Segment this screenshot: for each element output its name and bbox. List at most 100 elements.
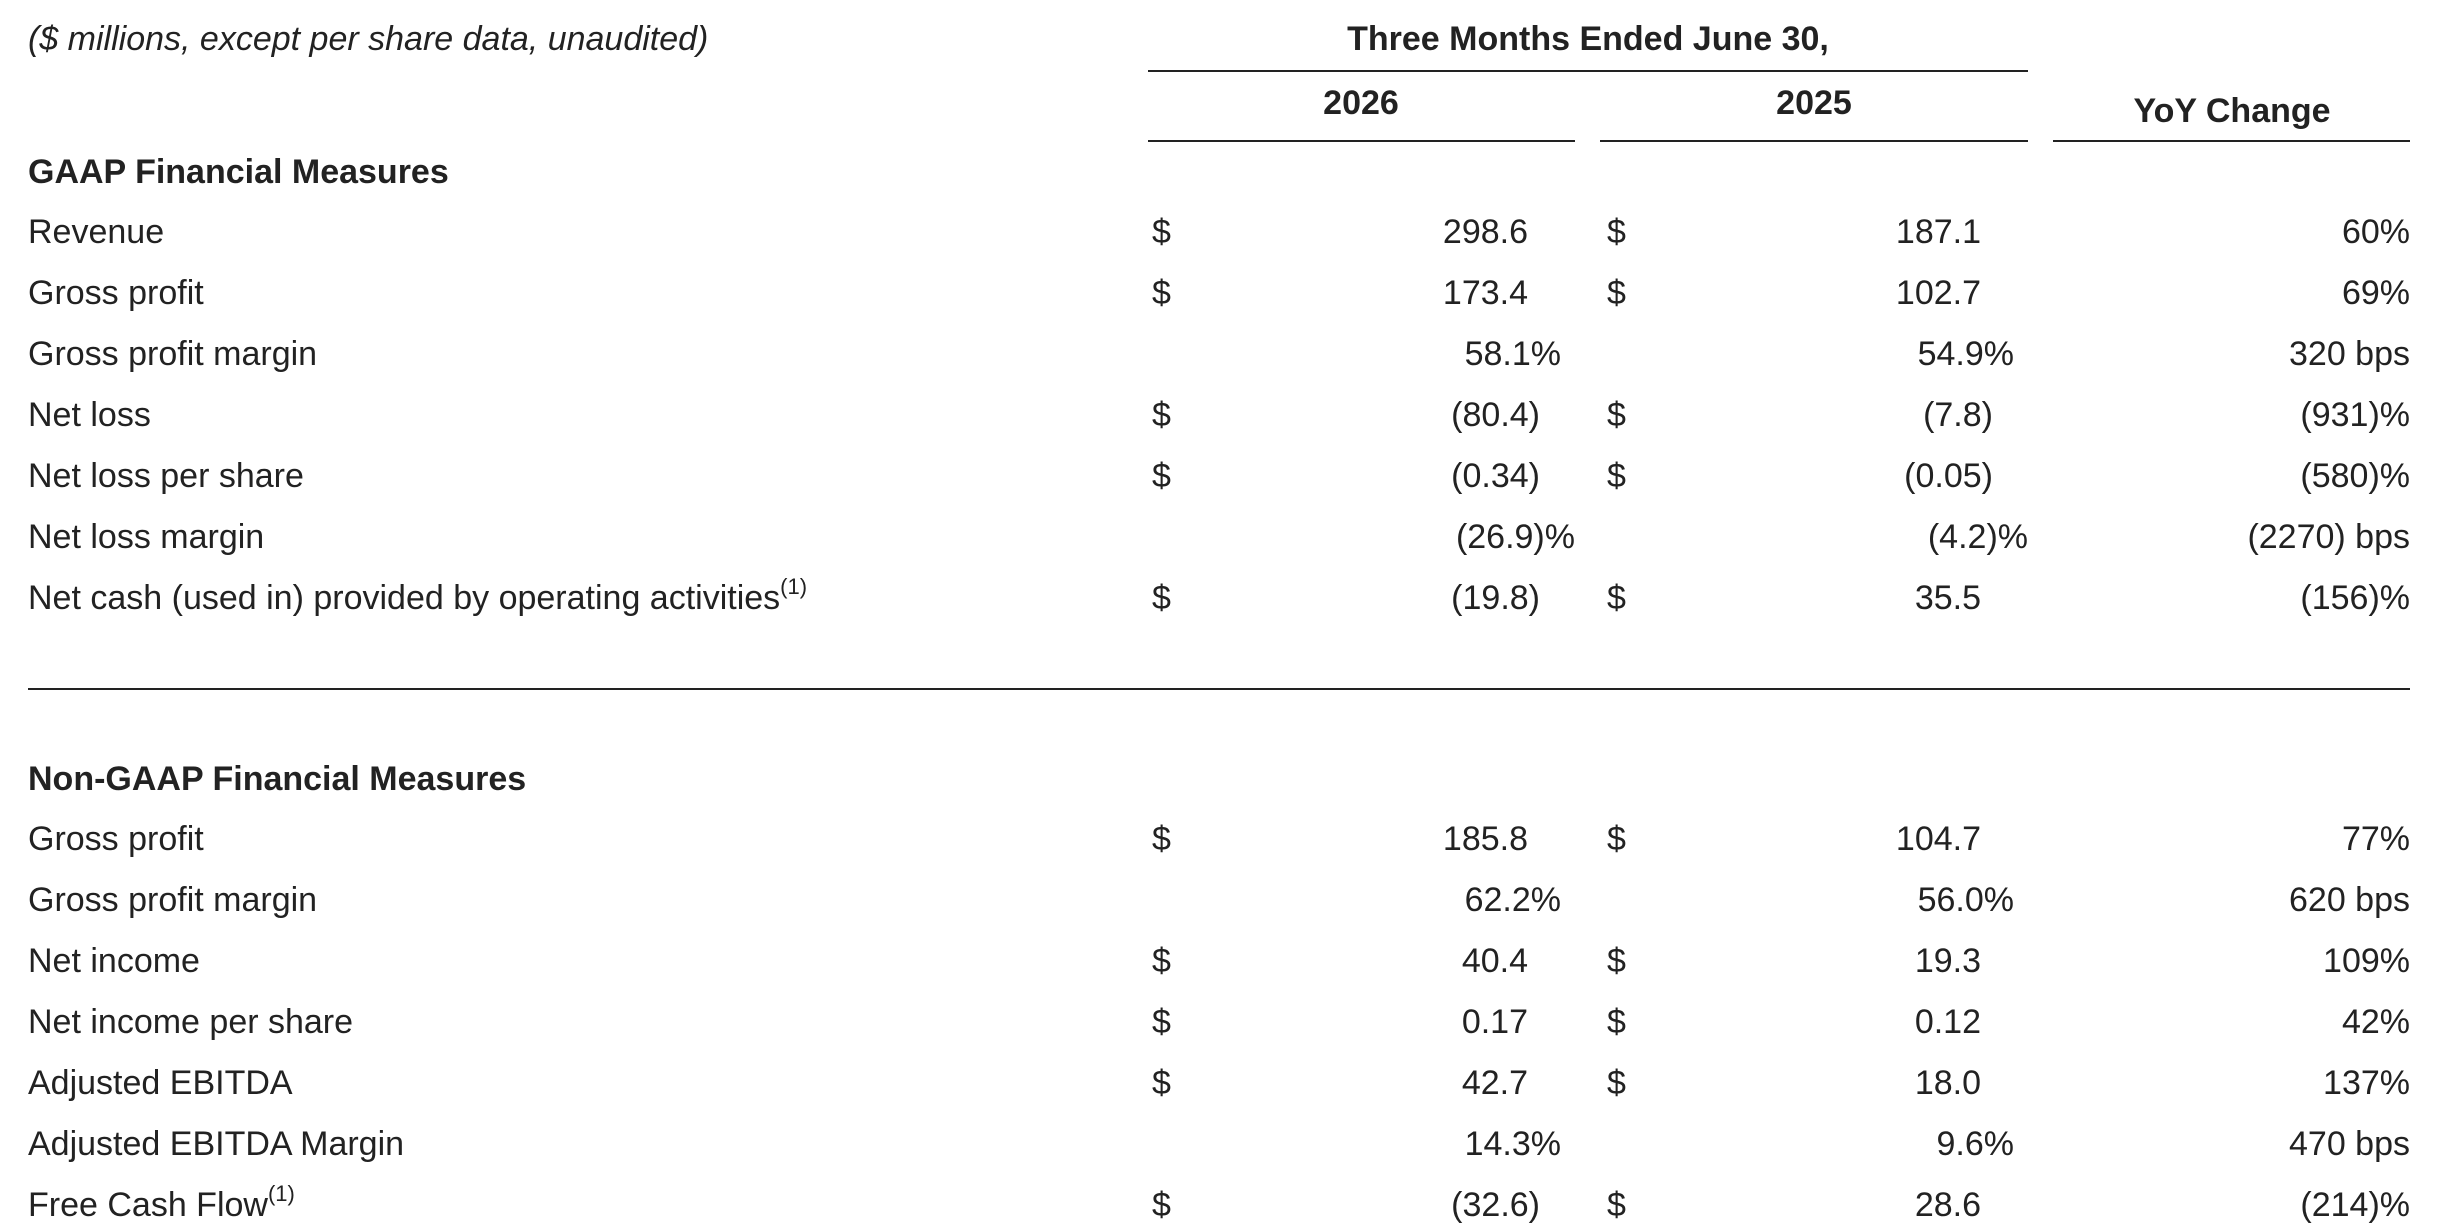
table-note: ($ millions, except per share data, unau… bbox=[28, 20, 708, 58]
column-header: 2026 bbox=[1323, 84, 1399, 122]
value: 185.8 bbox=[1443, 820, 1528, 858]
currency: $ bbox=[1152, 820, 1171, 858]
yoy-change: 470 bps bbox=[2289, 1125, 2410, 1163]
value: 18.0 bbox=[1915, 1064, 1981, 1102]
row-label: Net loss per share bbox=[28, 457, 304, 495]
column-header: YoY Change bbox=[2133, 92, 2330, 130]
value: 104.7 bbox=[1896, 820, 1981, 858]
label-text: Net income per share bbox=[28, 1003, 353, 1041]
value: (0.34) bbox=[1451, 457, 1540, 495]
row-label: Gross profit margin bbox=[28, 881, 317, 919]
label-text: Free Cash Flow bbox=[28, 1186, 268, 1224]
section-title: Non-GAAP Financial Measures bbox=[28, 760, 526, 798]
yoy-change: (931)% bbox=[2300, 396, 2410, 434]
value: 35.5 bbox=[1915, 579, 1981, 617]
currency: $ bbox=[1152, 457, 1171, 495]
row-label: Net income bbox=[28, 942, 200, 980]
value: 0.17 bbox=[1462, 1003, 1528, 1041]
value: (7.8) bbox=[1923, 396, 1993, 434]
section-title: GAAP Financial Measures bbox=[28, 153, 449, 191]
yoy-change: 109% bbox=[2323, 942, 2410, 980]
currency: $ bbox=[1607, 274, 1626, 312]
value: (0.05) bbox=[1904, 457, 1993, 495]
value: 102.7 bbox=[1896, 274, 1981, 312]
label-text: Net cash (used in) provided by operating… bbox=[28, 579, 780, 617]
footnote-marker: (1) bbox=[268, 1181, 295, 1206]
value: 187.1 bbox=[1896, 213, 1981, 251]
currency: $ bbox=[1152, 579, 1171, 617]
value: 56.0% bbox=[1918, 881, 2014, 919]
label-text: Adjusted EBITDA bbox=[28, 1064, 293, 1102]
currency: $ bbox=[1152, 1064, 1171, 1102]
currency: $ bbox=[1607, 396, 1626, 434]
label-text: Gross profit margin bbox=[28, 881, 317, 919]
row-label: Net cash (used in) provided by operating… bbox=[28, 574, 807, 617]
value: 9.6% bbox=[1937, 1125, 2015, 1163]
yoy-change: (2270) bps bbox=[2247, 518, 2410, 556]
yoy-change: (214)% bbox=[2300, 1186, 2410, 1224]
value: 58.1% bbox=[1465, 335, 1561, 373]
row-label: Gross profit bbox=[28, 820, 204, 858]
label-text: Net loss margin bbox=[28, 518, 264, 556]
yoy-change: 137% bbox=[2323, 1064, 2410, 1102]
yoy-change: 60% bbox=[2342, 213, 2410, 251]
value: (19.8) bbox=[1451, 579, 1540, 617]
footnote-marker: (1) bbox=[780, 574, 807, 599]
value: 173.4 bbox=[1443, 274, 1528, 312]
period-header: Three Months Ended June 30, bbox=[1347, 20, 1829, 58]
value: (4.2)% bbox=[1928, 518, 2028, 556]
yoy-change: 320 bps bbox=[2289, 335, 2410, 373]
row-label: Free Cash Flow(1) bbox=[28, 1181, 295, 1224]
currency: $ bbox=[1152, 213, 1171, 251]
row-label: Net income per share bbox=[28, 1003, 353, 1041]
yoy-change: 42% bbox=[2342, 1003, 2410, 1041]
value: (26.9)% bbox=[1456, 518, 1575, 556]
value: 54.9% bbox=[1918, 335, 2014, 373]
value: 298.6 bbox=[1443, 213, 1528, 251]
currency: $ bbox=[1607, 457, 1626, 495]
label-text: Net income bbox=[28, 942, 200, 980]
row-label: Net loss margin bbox=[28, 518, 264, 556]
label-text: Net loss bbox=[28, 396, 151, 434]
label-text: Gross profit bbox=[28, 274, 204, 312]
value: 40.4 bbox=[1462, 942, 1528, 980]
row-label: Adjusted EBITDA bbox=[28, 1064, 293, 1102]
currency: $ bbox=[1152, 1003, 1171, 1041]
label-text: Gross profit bbox=[28, 820, 204, 858]
yoy-change: 77% bbox=[2342, 820, 2410, 858]
currency: $ bbox=[1152, 274, 1171, 312]
label-text: Adjusted EBITDA Margin bbox=[28, 1125, 404, 1163]
value: 14.3% bbox=[1465, 1125, 1561, 1163]
currency: $ bbox=[1152, 396, 1171, 434]
row-label: Gross profit margin bbox=[28, 335, 317, 373]
yoy-change: 620 bps bbox=[2289, 881, 2410, 919]
value: 62.2% bbox=[1465, 881, 1561, 919]
value: (80.4) bbox=[1451, 396, 1540, 434]
yoy-change: 69% bbox=[2342, 274, 2410, 312]
value: 28.6 bbox=[1915, 1186, 1981, 1224]
label-text: Revenue bbox=[28, 213, 164, 251]
row-label: Gross profit bbox=[28, 274, 204, 312]
label-text: Net loss per share bbox=[28, 457, 304, 495]
currency: $ bbox=[1152, 942, 1171, 980]
label-text: Gross profit margin bbox=[28, 335, 317, 373]
currency: $ bbox=[1607, 213, 1626, 251]
row-label: Revenue bbox=[28, 213, 164, 251]
value: (32.6) bbox=[1451, 1186, 1540, 1224]
currency: $ bbox=[1607, 1064, 1626, 1102]
value: 0.12 bbox=[1915, 1003, 1981, 1041]
currency: $ bbox=[1607, 1003, 1626, 1041]
column-header: 2025 bbox=[1776, 84, 1852, 122]
row-label: Net loss bbox=[28, 396, 151, 434]
yoy-change: (156)% bbox=[2300, 579, 2410, 617]
row-label: Adjusted EBITDA Margin bbox=[28, 1125, 404, 1163]
value: 42.7 bbox=[1462, 1064, 1528, 1102]
currency: $ bbox=[1607, 942, 1626, 980]
currency: $ bbox=[1607, 820, 1626, 858]
yoy-change: (580)% bbox=[2300, 457, 2410, 495]
currency: $ bbox=[1607, 1186, 1626, 1224]
currency: $ bbox=[1607, 579, 1626, 617]
value: 19.3 bbox=[1915, 942, 1981, 980]
currency: $ bbox=[1152, 1186, 1171, 1224]
